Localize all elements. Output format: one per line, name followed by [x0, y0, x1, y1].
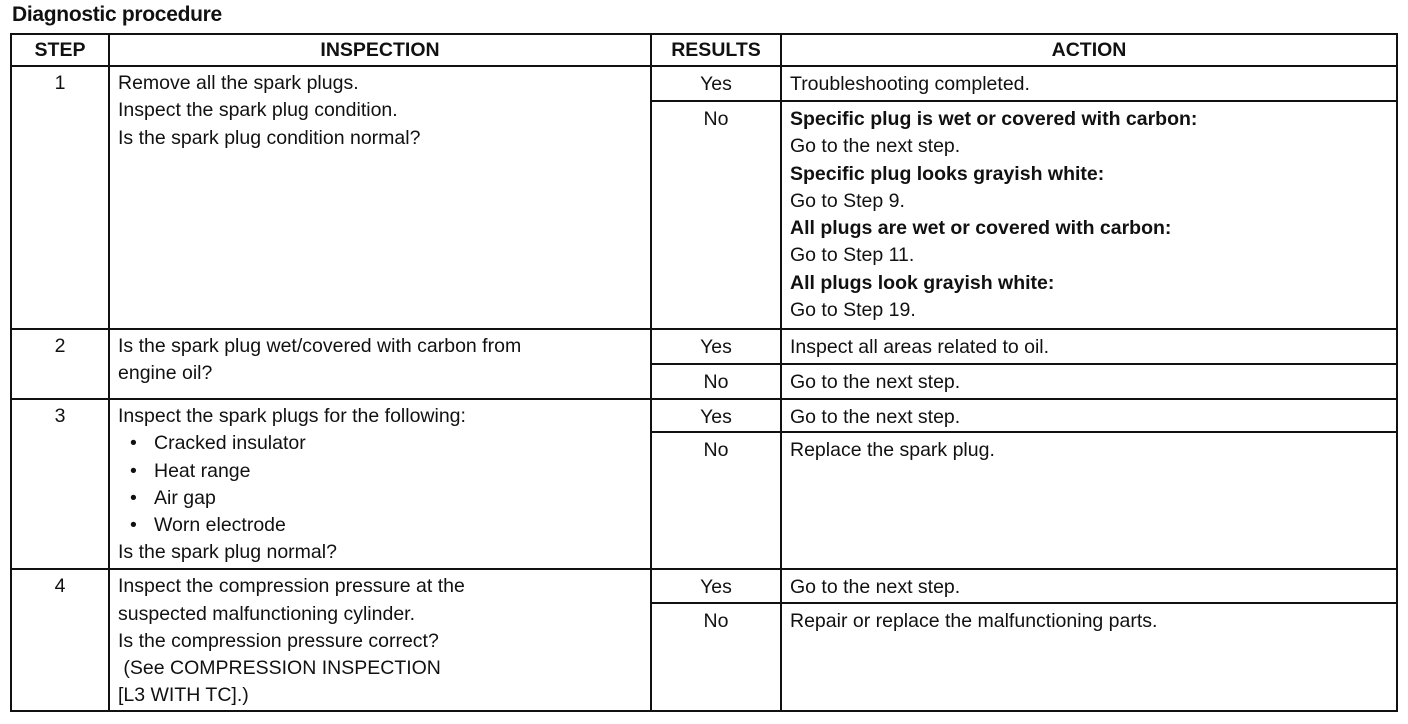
header-action: ACTION [780, 33, 1398, 67]
header-inspection: INSPECTION [108, 33, 652, 67]
result-yes: Yes [650, 65, 782, 102]
action-line: Repair or replace the malfunctioning par… [790, 610, 1158, 633]
inspection-line: suspected malfunctioning cylinder. [118, 602, 416, 625]
inspection-line: Inspect the spark plug condition. [118, 99, 398, 122]
action-cell: Specific plug is wet or covered with car… [780, 100, 1398, 330]
diagnostic-table: STEP INSPECTION RESULTS ACTION 1 Remove a… [10, 33, 1398, 713]
header-results: RESULTS [650, 33, 782, 67]
action-condition: Specific plug looks grayish white: [790, 162, 1105, 185]
action-cell: Troubleshooting completed. [780, 65, 1398, 102]
inspection-line: Inspect the compression pressure at the [118, 575, 465, 598]
page-title: Diagnostic procedure [12, 3, 222, 26]
action-cell: Go to the next step. [780, 397, 1398, 434]
inspection-bullet-item: Air gap [118, 485, 650, 512]
inspection-line: Is the spark plug normal? [118, 541, 337, 564]
table-row: 2 Is the spark plug wet/covered with carb… [10, 328, 1398, 400]
action-line: Go to Step 9. [790, 189, 905, 212]
action-line: Go to the next step. [790, 135, 961, 158]
action-line: Go to the next step. [790, 371, 961, 393]
result-yes: Yes [650, 328, 782, 365]
action-condition: Specific plug is wet or covered with car… [790, 108, 1198, 130]
inspection-line: engine oil? [118, 362, 213, 385]
inspection-line: Is the compression pressure correct? [118, 629, 439, 652]
action-line: Go to Step 11. [790, 244, 915, 267]
action-line: Replace the spark plug. [790, 439, 995, 462]
action-line: Troubleshooting completed. [790, 73, 1030, 95]
result-no: No [650, 363, 782, 400]
result-yes: Yes [650, 397, 782, 434]
action-line: Go to the next step. [790, 576, 961, 599]
table-row: No Replace the spark plug. [11, 431, 1398, 571]
inspection-bullet-item: Heat range [118, 458, 650, 485]
table-row: 4 Inspect the compression pressure at the… [10, 568, 1398, 713]
result-no: No [650, 602, 782, 713]
inspection-line: Inspect the spark plugs for the followin… [118, 405, 466, 427]
action-line: Inspect all areas related to oil. [790, 336, 1050, 358]
result-yes: Yes [650, 568, 782, 605]
inspection-bullet-item: Cracked insulator [118, 430, 650, 457]
inspection-bullet-item: Worn electrode [118, 512, 650, 539]
inspection-line: (See COMPRESSION INSPECTION [118, 657, 441, 680]
result-no: No [650, 431, 782, 571]
inspection-line: Is the spark plug wet/covered with carbo… [118, 335, 522, 357]
table-row: No Go to the next step. [11, 363, 1398, 400]
action-cell: Replace the spark plug. [780, 431, 1398, 571]
step-number: 2 [10, 328, 110, 400]
inspection-line: [L3 WITH TC].) [118, 684, 249, 707]
inspection-line: Remove all the spark plugs. [118, 72, 359, 94]
header-step: STEP [10, 33, 110, 67]
action-cell: Inspect all areas related to oil. [780, 328, 1398, 365]
table-row: No Repair or replace the malfunctioning p… [11, 602, 1398, 713]
table-row: 1 Remove all the spark plugs. Inspect the … [10, 65, 1398, 330]
result-no: No [650, 100, 782, 330]
table-header-row: STEP INSPECTION RESULTS ACTION [10, 33, 1398, 67]
inspection-line: Is the spark plug condition normal? [118, 126, 421, 149]
inspection-cell: Remove all the spark plugs. Inspect the s… [108, 65, 652, 330]
step-number: 1 [10, 65, 110, 330]
action-cell: Go to the next step. [780, 568, 1398, 605]
step-number: 3 [10, 397, 110, 571]
action-cell: Repair or replace the malfunctioning par… [780, 602, 1398, 713]
action-line: Go to Step 19. [790, 299, 916, 322]
action-condition: All plugs look grayish white: [790, 271, 1055, 294]
table-row: 3 Inspect the spark plugs for the followi… [10, 397, 1398, 571]
table-row: No Specific plug is wet or covered with c… [11, 100, 1398, 330]
inspection-cell: Inspect the compression pressure at the s… [108, 568, 652, 713]
action-cell: Go to the next step. [780, 363, 1398, 400]
inspection-cell: Is the spark plug wet/covered with carbo… [108, 328, 652, 400]
step-number: 4 [10, 568, 110, 713]
inspection-cell: Inspect the spark plugs for the followin… [108, 397, 652, 571]
action-condition: All plugs are wet or covered with carbon… [790, 217, 1172, 240]
action-line: Go to the next step. [790, 406, 961, 428]
